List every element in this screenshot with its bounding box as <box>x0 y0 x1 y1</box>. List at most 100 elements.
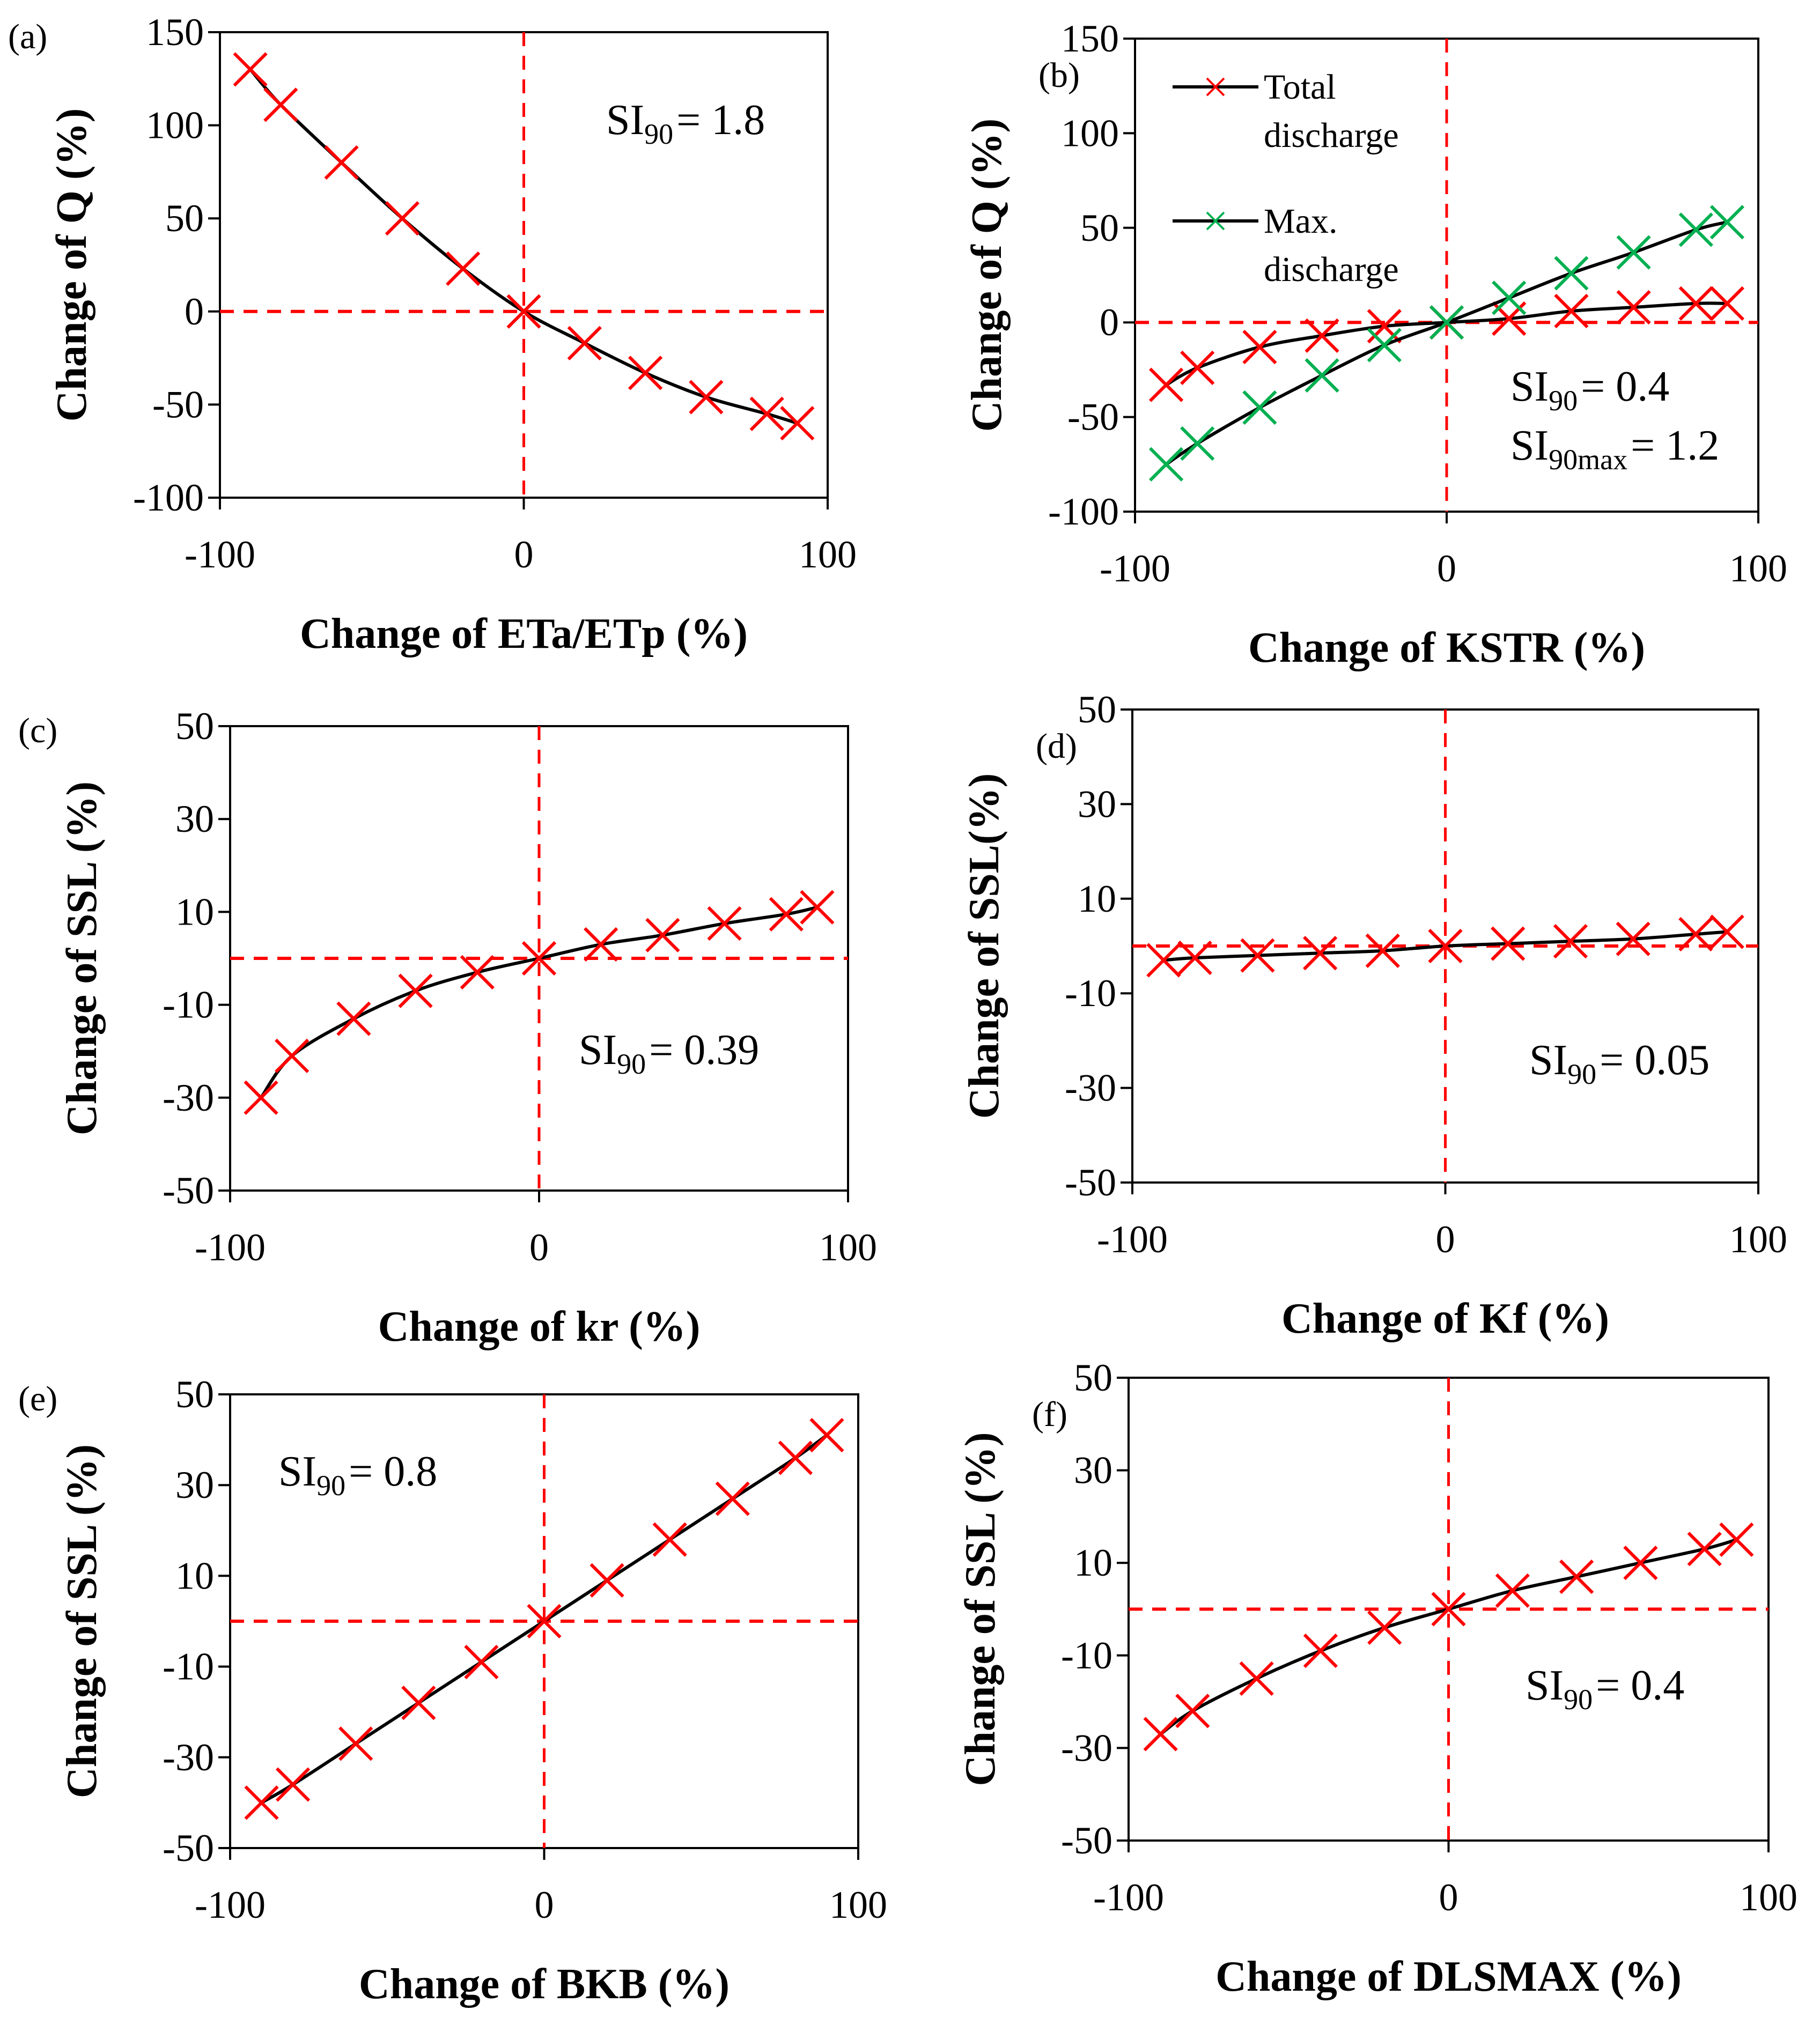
sensitivity-index-annotation: SI90= 0.4 <box>1526 1662 1684 1716</box>
data-point-marker <box>1365 933 1400 968</box>
x-tick-label: 0 <box>535 1883 554 1926</box>
data-point-marker <box>1367 1610 1402 1645</box>
chart-panel-e: -50 -30 -10 10 30 50 -100 0 100 Change of BKB (%)… <box>18 1373 887 2008</box>
y-tick-label: -30 <box>163 1736 214 1779</box>
data-point-marker <box>689 380 724 415</box>
data-point-marker <box>1242 329 1277 365</box>
y-axis-label: Change of SSL(%) <box>961 773 1008 1119</box>
y-tick-label: -100 <box>133 476 204 519</box>
sensitivity-index-annotation: SI90= 0.05 <box>1529 1037 1710 1090</box>
data-point-marker <box>1367 309 1402 344</box>
y-tick-label: 50 <box>1078 688 1116 731</box>
data-point-marker <box>1554 256 1589 291</box>
x-tick-label: 0 <box>514 533 534 576</box>
chart-panel-c: -50 -30 -10 10 30 50 -100 0 100 Change of kr (%) C… <box>18 705 877 1350</box>
si-subscript: 90 <box>1564 1683 1593 1716</box>
y-tick-label: -50 <box>1067 396 1119 439</box>
data-point-marker <box>780 405 815 441</box>
data-point-marker <box>464 1645 499 1680</box>
si-prefix: SI <box>278 1448 316 1495</box>
data-point-marker <box>1553 924 1588 959</box>
panel-label: (d) <box>1036 727 1077 766</box>
si-subscript: 90 <box>1567 1058 1596 1090</box>
data-point-marker <box>1180 426 1215 461</box>
data-point-marker <box>809 1418 844 1453</box>
x-tick-label: -100 <box>195 1226 266 1269</box>
y-tick-label: 10 <box>1078 877 1116 920</box>
panel-label: (f) <box>1032 1395 1067 1434</box>
data-point-marker <box>275 1767 311 1802</box>
data-point-marker <box>1143 1717 1178 1752</box>
chart-panel-f: -50 -30 -10 10 30 50 -100 0 100 Change of DLSMAX … <box>957 1356 1797 2000</box>
data-point-marker <box>1175 1694 1210 1728</box>
data-point-marker <box>521 941 557 976</box>
data-point-marker <box>584 927 618 962</box>
data-point-marker <box>1239 1661 1274 1696</box>
panel-label: (a) <box>8 17 47 56</box>
y-tick-label: -50 <box>1061 1819 1112 1862</box>
data-point-marker <box>460 955 495 990</box>
panel-label: (b) <box>1038 56 1080 95</box>
y-axis-label: Change of SSL (%) <box>58 1444 106 1798</box>
y-tick-label: 30 <box>1074 1449 1112 1492</box>
data-point-marker <box>336 1001 371 1036</box>
data-point-marker <box>446 251 481 286</box>
y-tick-label: 50 <box>175 705 214 748</box>
data-point-marker <box>263 87 298 122</box>
si-subscript: 90max <box>1549 444 1627 476</box>
y-tick-label: 100 <box>146 104 204 147</box>
si-prefix: SI <box>1510 363 1549 410</box>
data-point-marker <box>1710 286 1745 321</box>
x-tick-label: -100 <box>1097 1218 1168 1261</box>
data-point-marker <box>715 1481 750 1516</box>
y-tick-label: 50 <box>1074 1356 1112 1399</box>
x-tick-label: 0 <box>529 1226 549 1269</box>
data-point-marker <box>1429 305 1464 340</box>
data-point-marker <box>1678 212 1713 247</box>
data-point-marker <box>1616 290 1651 325</box>
y-tick-label: 0 <box>1100 301 1119 344</box>
data-point-marker <box>1305 358 1339 393</box>
x-tick-label: 100 <box>1729 1218 1787 1261</box>
x-tick-label: 100 <box>829 1883 887 1926</box>
data-point-marker <box>645 918 680 952</box>
y-axis-label: Change of SSL (%) <box>58 781 106 1135</box>
data-point-marker <box>1554 293 1589 329</box>
data-point-marker <box>1148 367 1184 402</box>
series-line-1 <box>260 905 818 1099</box>
data-point-marker <box>244 1785 279 1820</box>
legend-marker <box>1206 77 1225 97</box>
x-tick-label: -100 <box>1093 1876 1164 1919</box>
data-point-marker <box>1687 1532 1722 1567</box>
si-prefix: SI <box>1529 1037 1567 1084</box>
data-point-marker <box>1491 926 1526 961</box>
data-point-marker <box>800 890 835 925</box>
x-axis-label: Change of kr (%) <box>378 1303 701 1350</box>
y-tick-label: 100 <box>1061 112 1119 154</box>
si-subscript: 90 <box>316 1469 345 1502</box>
data-point-marker <box>506 294 541 329</box>
si-value: = 1.8 <box>676 97 765 144</box>
x-tick-label: 0 <box>1439 1876 1458 1919</box>
x-tick-label: 0 <box>1436 1218 1455 1261</box>
x-axis-label: Change of KSTR (%) <box>1248 624 1645 671</box>
data-point-marker <box>1710 914 1744 949</box>
data-point-marker <box>707 906 742 941</box>
legend-label: discharge <box>1264 250 1399 289</box>
data-point-marker <box>1367 328 1402 363</box>
data-point-marker <box>1719 1522 1754 1557</box>
y-tick-label: -50 <box>163 1169 214 1212</box>
x-tick-label: -100 <box>1100 547 1170 590</box>
x-axis-label: Change of Kf (%) <box>1281 1295 1609 1342</box>
legend-marker <box>1206 211 1225 231</box>
data-point-marker <box>1303 1634 1338 1668</box>
data-point-marker <box>749 396 784 431</box>
data-point-marker <box>590 1563 624 1598</box>
x-tick-label: 100 <box>799 533 857 576</box>
data-point-marker <box>1616 921 1650 956</box>
data-point-marker <box>1305 318 1339 353</box>
sensitivity-index-annotation: SI90= 0.4 <box>1510 363 1669 417</box>
data-point-marker <box>1302 936 1338 971</box>
data-point-marker <box>1495 1573 1530 1608</box>
